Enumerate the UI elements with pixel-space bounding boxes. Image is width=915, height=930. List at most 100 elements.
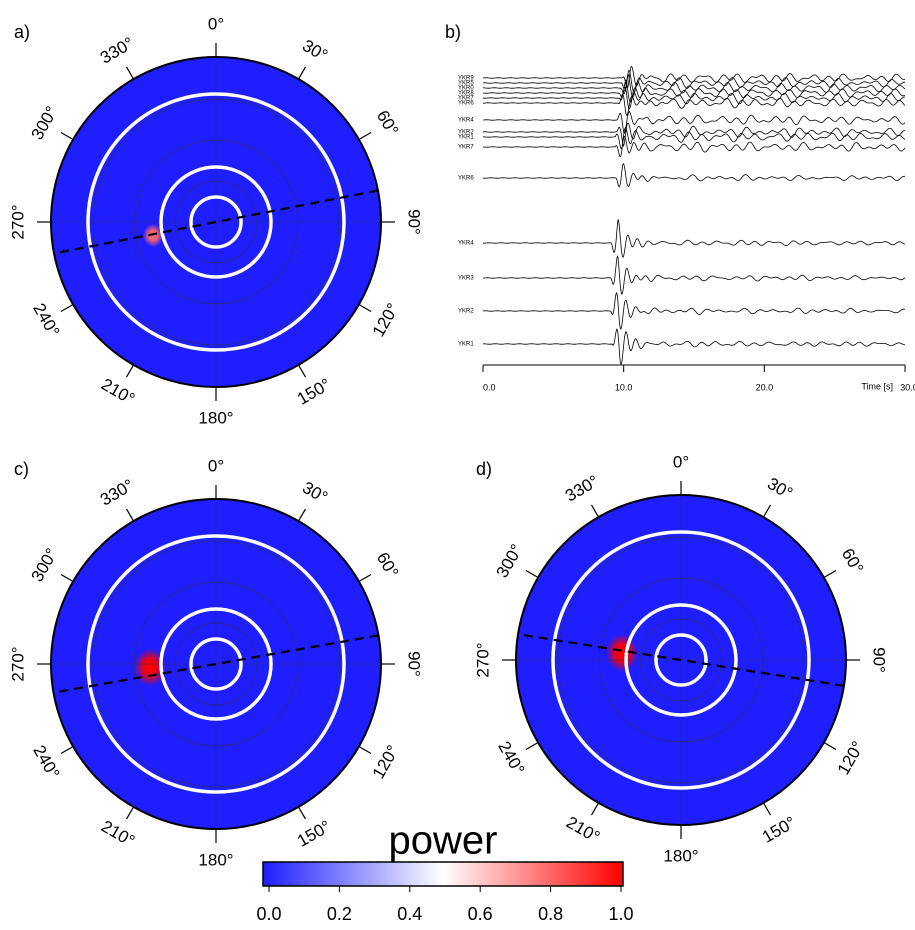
trace (483, 255, 906, 295)
panel-label: a) (14, 22, 30, 42)
azimuth-label: 300° (492, 541, 526, 581)
azimuth-tick (60, 303, 74, 313)
trace (483, 79, 906, 103)
station-label: YKR4 (458, 241, 474, 247)
station-label: YKR1 (458, 342, 474, 348)
white-ring (189, 637, 243, 691)
colorbar (262, 861, 624, 887)
azimuth-label: 210° (563, 813, 603, 847)
azimuth-label: 60° (838, 545, 867, 577)
azimuth-label: 150° (294, 817, 334, 851)
white-ring (159, 165, 273, 279)
azimuth-tick (297, 66, 307, 80)
station-label: YKR5 (458, 81, 474, 87)
trace (482, 65, 906, 89)
azimuth-tick (60, 131, 74, 141)
station-label: YKR7 (458, 96, 474, 102)
colorbar-tick-label: 0.0 (256, 904, 281, 924)
azimuth-label: 90° (870, 647, 889, 673)
azimuth-label: 330° (97, 33, 137, 67)
azimuth-label: 30° (299, 36, 331, 65)
azimuth-label: 0° (208, 14, 224, 33)
trace (483, 70, 906, 93)
x-tick-label: 30.0 (900, 382, 915, 392)
azimuth-tick (125, 364, 135, 378)
trace (482, 292, 906, 330)
azimuth-tick (358, 745, 372, 755)
white-ring (189, 195, 243, 249)
station-label: YKR7 (458, 145, 474, 151)
azimuth-label: 330° (97, 475, 137, 509)
azimuth-line (53, 189, 379, 255)
azimuth-line (53, 634, 379, 694)
azimuth-label: 300° (27, 545, 61, 585)
station-label: YKR6 (458, 101, 474, 107)
azimuth-label: 120° (834, 738, 868, 778)
power-peak (142, 223, 164, 248)
azimuth-tick (590, 802, 600, 816)
trace (483, 328, 906, 365)
station-label: YKR2 (458, 130, 474, 136)
white-ring (654, 633, 708, 687)
azimuth-tick (297, 364, 307, 378)
azimuth-label: 210° (98, 375, 138, 409)
azimuth-label: 270° (8, 204, 27, 239)
azimuth-label: 270° (473, 642, 492, 677)
azimuth-label: 330° (562, 471, 602, 505)
colorbar-tick-label: 1.0 (608, 904, 633, 924)
azimuth-tick (762, 802, 772, 816)
azimuth-label: 120° (369, 742, 403, 782)
azimuth-tick (125, 806, 135, 820)
azimuth-label: 90° (405, 651, 424, 677)
colorbar-tick-label: 0.8 (538, 904, 563, 924)
colorbar-tick-label: 0.2 (327, 904, 352, 924)
azimuth-label: 300° (27, 103, 61, 143)
trace (483, 86, 906, 110)
azimuth-tick (125, 66, 135, 80)
colorbar-tick-label: 0.4 (397, 904, 422, 924)
azimuth-label: 60° (373, 107, 402, 139)
azimuth-tick (525, 741, 539, 751)
white-ring (159, 607, 273, 721)
azimuth-label: 180° (198, 850, 233, 869)
azimuth-label: 150° (294, 375, 334, 409)
azimuth-tick (60, 573, 74, 583)
azimuth-label: 210° (98, 817, 138, 851)
station-label: YKR2 (458, 309, 474, 315)
azimuth-tick (297, 806, 307, 820)
azimuth-label: 150° (759, 813, 799, 847)
trace (483, 122, 906, 148)
azimuth-label: 180° (663, 846, 698, 865)
x-axis-label: Time [s] (861, 381, 893, 391)
colorbar-tick-label: 0.6 (468, 904, 493, 924)
azimuth-label: 60° (373, 549, 402, 581)
trace (483, 73, 906, 98)
x-tick-label: 10.0 (615, 382, 633, 392)
trace (483, 93, 906, 116)
azimuth-tick (762, 504, 772, 518)
trace (483, 127, 906, 150)
azimuth-tick (297, 508, 307, 522)
station-label: YKR4 (458, 118, 474, 124)
azimuth-tick (590, 504, 600, 518)
station-label: YKR6 (458, 176, 474, 182)
azimuth-tick (358, 131, 372, 141)
azimuth-label: 0° (673, 452, 689, 471)
azimuth-tick (525, 569, 539, 579)
azimuth-label: 240° (29, 742, 63, 782)
x-tick-label: 20.0 (756, 382, 774, 392)
azimuth-tick (125, 508, 135, 522)
azimuth-tick (358, 303, 372, 313)
white-ring (86, 534, 346, 794)
azimuth-label: 30° (299, 478, 331, 507)
station-label: YKR8 (458, 91, 474, 97)
panel-label: b) (445, 22, 461, 42)
azimuth-label: 240° (29, 300, 63, 340)
azimuth-tick (823, 569, 837, 579)
azimuth-label: 0° (208, 456, 224, 475)
azimuth-tick (358, 573, 372, 583)
trace (482, 163, 905, 188)
station-label: YKR9 (458, 76, 474, 82)
white-ring (551, 530, 811, 790)
